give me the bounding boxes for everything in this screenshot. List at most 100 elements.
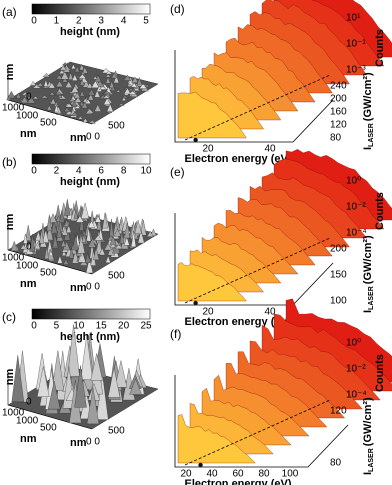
counts-tick: 10⁰ [346,176,361,187]
x-axis-label: nm [70,132,87,144]
surface-peak [20,96,29,104]
colorbar-tick: 20 [118,321,130,332]
surface-peak [80,70,86,75]
colorbar-title: height (nm) [60,26,120,38]
laser-symbol: I [362,472,374,475]
counts-tick: 10⁻² [346,202,366,213]
surface-peak [71,94,76,98]
surface-peak [126,83,134,87]
surface-peak [134,219,142,234]
energy-tick: 40 [264,307,276,318]
surface-peak [48,250,54,256]
surface-peak [79,63,85,71]
energy-tick: 20 [202,144,214,155]
laser-tick: 120 [330,120,347,131]
surface-peak [32,96,39,100]
counts-tick: 10⁻⁴ [346,390,367,401]
laser-symbol: I [362,310,374,313]
cutoff-marker [193,300,198,306]
colorbar-tick: 2 [54,166,60,177]
surface-peak [79,79,85,86]
surface-peak [86,82,93,89]
surface-peak [106,110,113,113]
x-axis-label: nm [20,433,37,445]
surface-peak [115,90,121,93]
surface-peak [111,72,117,79]
colorbar-tick: 10 [73,321,85,332]
x-tick: 0 0 [86,282,100,293]
laser-tick: 200 [330,94,347,105]
spectrum [177,414,256,464]
spectra-panel: (e)10⁰10⁻²10⁻⁴Counts200150100ILASER(GW/c… [170,149,392,328]
surface-peak [57,255,63,264]
x-tick: 500 [108,271,125,282]
colorbar-tick: 4 [121,16,127,27]
spectra-panel: (f)10⁰10⁻²10⁻⁴Counts12080ILASER(GW/cm²)2… [170,298,392,485]
surface-peak [128,90,137,95]
colorbar [31,308,151,320]
surface-peak [113,74,120,84]
axis-frame [174,375,349,468]
x-axis-label: nm [70,437,87,449]
x-tick: 500 [108,121,125,132]
surface-peak [42,73,51,78]
surface-peak [20,244,27,250]
surface-peak [85,109,95,114]
laser-tick: 160 [330,107,347,118]
surface-peak [110,85,116,92]
surface-peak [77,235,86,254]
surface-peak [93,247,100,260]
surface-peak [129,378,142,395]
surface-peak [67,324,80,377]
surface-peak [87,220,96,228]
energy-tick: 60 [232,469,244,480]
surface-peak [118,103,125,106]
surface-peak [114,360,128,388]
surface-edge [7,375,93,430]
colorbar-tick: 6 [98,166,104,177]
surface-peak [137,230,145,244]
surface-peak [60,71,69,80]
laser-tick: 120 [330,406,347,417]
surface-peak [64,81,73,88]
energy-tick: 20 [202,307,214,318]
energy-label: Electron energy (eV) [185,316,292,328]
counts-tick: 10⁰ [346,338,361,349]
surface-peak [50,97,56,105]
surface-peak [99,247,106,256]
colorbar-tick: 0 [31,16,37,27]
colorbar-tick: 4 [76,166,82,177]
colorbar-tick: 15 [96,321,108,332]
surface-peak [59,209,65,223]
surface-peak [71,101,78,107]
laser-tick: 200 [330,244,347,255]
counts-label: Counts [374,192,386,230]
surface-peak [55,91,63,95]
surface-peak [64,103,74,108]
counts-label: Counts [374,29,386,67]
y-tick: 1000 [2,103,25,114]
counts-label: Counts [374,354,386,392]
surface-peak [55,80,64,88]
surface-peak [25,225,32,241]
y-axis-label: nm [4,64,16,81]
surface-edge [7,220,93,275]
surface-peak [62,259,70,265]
surface-peak [74,96,82,103]
laser-tick: 80 [330,133,342,144]
surface-peak [109,235,117,246]
colorbar-tick: 3 [98,16,104,27]
surface-peak [61,226,68,236]
surface-peak [56,222,62,238]
surface-peak [119,230,125,244]
surface-peak [96,84,103,92]
surface-peak [79,90,85,97]
x-tick: 0 0 [86,132,100,143]
laser-symbol: I [362,147,374,150]
panel-label: (c) [2,310,16,324]
colorbar-tick: 5 [54,321,60,332]
colorbar-tick: 25 [140,321,152,332]
surface-peak [50,220,58,234]
surface-peak [46,104,52,111]
surface-peak [140,220,147,236]
